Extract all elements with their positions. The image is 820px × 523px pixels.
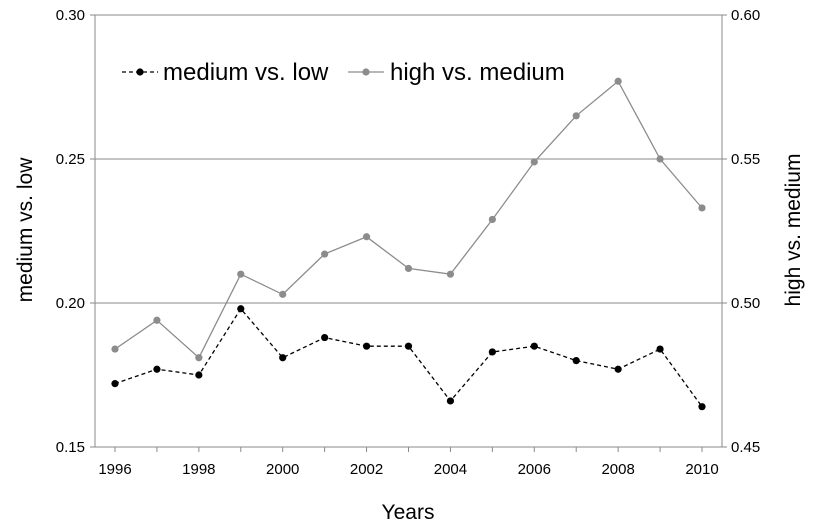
x-tick-label-2000: 2000 bbox=[266, 461, 299, 478]
legend-item-high-vs-medium: high vs. medium bbox=[348, 59, 565, 86]
data-point-high-vs-medium-2008 bbox=[614, 77, 622, 85]
data-point-high-vs-medium-1997 bbox=[153, 316, 161, 324]
left-tick-label-0.25: 0.25 bbox=[56, 151, 85, 168]
data-point-medium-vs-low-2010 bbox=[698, 403, 706, 411]
x-tick-label-2002: 2002 bbox=[350, 461, 383, 478]
data-point-medium-vs-low-1997 bbox=[153, 365, 161, 373]
data-point-high-vs-medium-2007 bbox=[572, 112, 580, 120]
legend-label-medium-vs-low: medium vs. low bbox=[163, 59, 329, 86]
left-tick-label-0.15: 0.15 bbox=[56, 439, 85, 456]
data-point-medium-vs-low-2004 bbox=[446, 397, 455, 405]
data-point-high-vs-medium-1996 bbox=[111, 345, 119, 353]
legend-item-medium-vs-low: medium vs. low bbox=[122, 59, 329, 86]
gridlines bbox=[95, 14, 722, 304]
series-layer bbox=[111, 77, 706, 411]
right-tick-label-0.45: 0.45 bbox=[731, 439, 760, 456]
legend-marker-high-vs-medium bbox=[362, 68, 370, 76]
series-line-medium-vs-low bbox=[114, 307, 703, 408]
x-tick-label-2004: 2004 bbox=[434, 461, 467, 478]
right-tick-label-0.60: 0.60 bbox=[731, 7, 760, 24]
left-tick-label-0.20: 0.20 bbox=[56, 295, 85, 312]
data-point-medium-vs-low-2007 bbox=[572, 357, 580, 365]
left-y-axis-title: medium vs. low bbox=[14, 157, 37, 303]
data-point-high-vs-medium-2002 bbox=[362, 233, 371, 241]
data-point-medium-vs-low-1998 bbox=[195, 371, 203, 379]
x-tick-label-2006: 2006 bbox=[518, 461, 551, 478]
data-point-high-vs-medium-2005 bbox=[488, 215, 496, 224]
data-point-medium-vs-low-2009 bbox=[656, 345, 664, 353]
x-axis-title: Years bbox=[382, 501, 435, 523]
data-point-high-vs-medium-2009 bbox=[656, 155, 664, 163]
data-point-high-vs-medium-1998 bbox=[195, 354, 203, 362]
legend-label-high-vs-medium: high vs. medium bbox=[390, 59, 565, 86]
data-point-high-vs-medium-2010 bbox=[698, 204, 706, 212]
x-tick-label-1996: 1996 bbox=[98, 461, 131, 478]
data-point-high-vs-medium-1999 bbox=[237, 270, 245, 278]
data-point-medium-vs-low-2002 bbox=[362, 342, 371, 350]
data-point-medium-vs-low-2003 bbox=[404, 342, 413, 350]
right-tick-label-0.50: 0.50 bbox=[731, 295, 760, 312]
legend-marker-medium-vs-low bbox=[136, 68, 144, 76]
x-tick-label-1998: 1998 bbox=[182, 461, 215, 478]
data-point-high-vs-medium-2006 bbox=[530, 158, 538, 166]
legend: medium vs. low high vs. medium bbox=[122, 59, 565, 86]
data-point-high-vs-medium-2004 bbox=[446, 270, 455, 278]
data-point-high-vs-medium-2001 bbox=[321, 250, 329, 258]
series-line-high-vs-medium bbox=[114, 80, 703, 359]
data-point-high-vs-medium-2003 bbox=[404, 264, 413, 273]
series-high-vs-medium bbox=[111, 77, 706, 362]
right-tick-label-0.55: 0.55 bbox=[731, 151, 760, 168]
data-point-medium-vs-low-2000 bbox=[279, 354, 287, 362]
data-point-medium-vs-low-2008 bbox=[614, 365, 622, 373]
data-point-medium-vs-low-1999 bbox=[237, 305, 245, 313]
data-point-medium-vs-low-2005 bbox=[488, 348, 496, 356]
data-point-high-vs-medium-2000 bbox=[279, 290, 287, 298]
axes: 0.15 0.20 0.25 0.30 0.45 0.50 0.55 0.60 1996 1998… bbox=[56, 7, 760, 478]
data-point-medium-vs-low-2001 bbox=[321, 333, 329, 342]
x-tick-label-2008: 2008 bbox=[601, 461, 634, 478]
data-point-medium-vs-low-1996 bbox=[111, 380, 119, 388]
series-medium-vs-low bbox=[111, 305, 706, 411]
data-point-medium-vs-low-2006 bbox=[530, 342, 538, 350]
right-y-axis-title: high vs. medium bbox=[782, 154, 805, 307]
x-tick-label-2010: 2010 bbox=[685, 461, 718, 478]
left-tick-label-0.30: 0.30 bbox=[56, 7, 85, 24]
